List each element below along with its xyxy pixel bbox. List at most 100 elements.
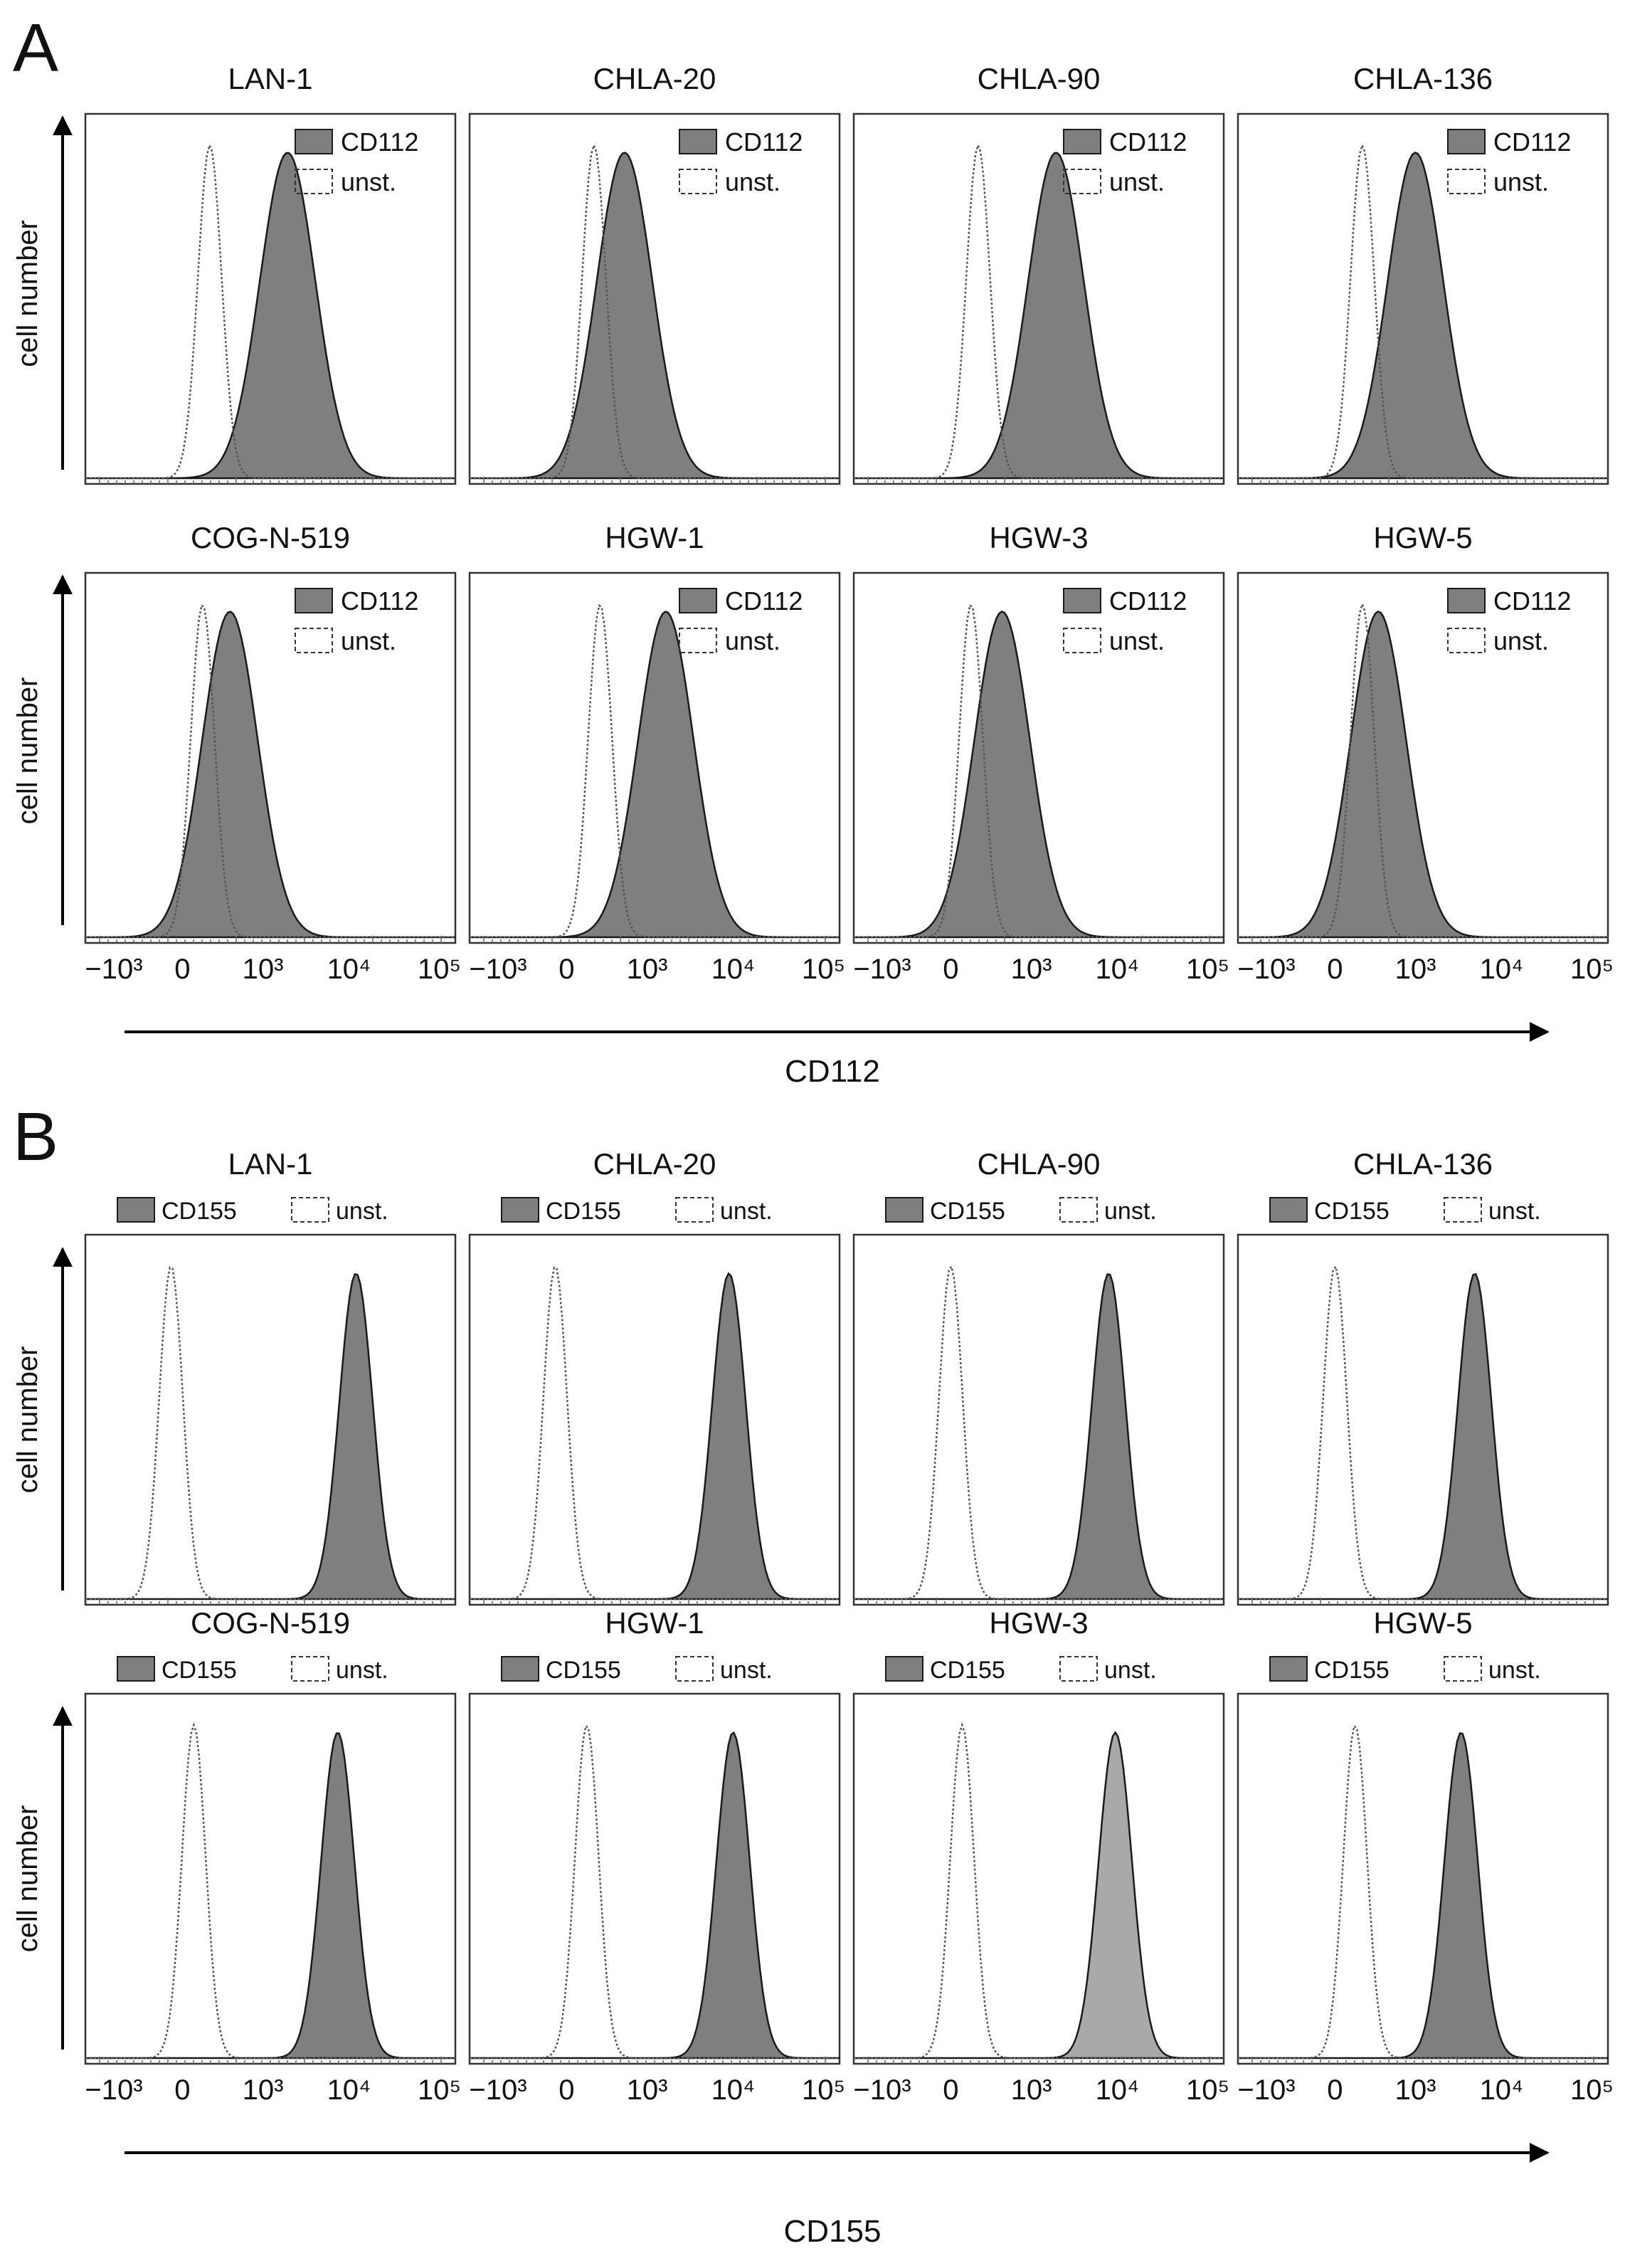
x-tick-label: 10⁵: [802, 2074, 845, 2106]
x-tick-label: 10³: [243, 954, 284, 985]
stained-histogram: [854, 1273, 1224, 1600]
unstained-histogram: [470, 1266, 840, 1600]
unstained-histogram: [470, 142, 840, 480]
legend: CD112 unst.: [679, 586, 803, 655]
plot-title: HGW-3: [989, 521, 1088, 554]
y-axis-label: cell number: [12, 677, 43, 825]
legend-swatch-unstained: [295, 628, 333, 653]
legend: CD112 unst.: [295, 127, 418, 196]
plot-title: CHLA-20: [593, 1147, 716, 1181]
stained-histogram: [470, 611, 840, 939]
legend-swatch-unstained: [679, 169, 717, 194]
x-tick-label: 10³: [1011, 954, 1052, 985]
legend-swatch-unstained: [1059, 1197, 1098, 1223]
x-tick-label: 10³: [1395, 2074, 1436, 2106]
legend-label-unstained: unst.: [720, 1657, 773, 1684]
x-tick-label: 10⁵: [418, 2074, 461, 2106]
legend-label-stained: CD112: [1109, 586, 1187, 616]
legend-label-unstained: unst.: [720, 1198, 773, 1225]
legend: CD155 unst.: [117, 1197, 388, 1225]
x-tick-label: 10⁴: [711, 954, 756, 985]
x-tick-label: 10⁵: [1186, 954, 1229, 985]
plot-frame: [1237, 1233, 1609, 1606]
unstained-histogram: [854, 142, 1224, 480]
plot-title: HGW-1: [605, 521, 704, 554]
legend-swatch-stained: [1063, 588, 1101, 613]
legend-swatch-unstained: [295, 169, 333, 194]
legend-swatch-unstained: [675, 1656, 714, 1682]
histogram-plot-chla-90: CHLA-90 CD155 unst.: [852, 1147, 1225, 1606]
x-tick-label: −10³: [853, 2074, 911, 2106]
legend-label-unstained: unst.: [341, 167, 396, 196]
legend-swatch-stained: [1269, 1656, 1308, 1682]
legend-label-unstained: unst.: [1488, 1198, 1541, 1225]
legend: CD155 unst.: [885, 1197, 1157, 1225]
legend-swatch-stained: [1269, 1197, 1308, 1223]
stained-histogram: [1238, 610, 1608, 939]
x-tick-label: −10³: [85, 2074, 142, 2106]
legend: CD155 unst.: [501, 1656, 773, 1684]
legend-swatch-stained: [295, 129, 333, 154]
plot-frame: [84, 1692, 457, 2065]
legend-label-unstained: unst.: [336, 1657, 388, 1684]
legend-label-stained: CD112: [725, 127, 803, 157]
legend-label-unstained: unst.: [1104, 1657, 1157, 1684]
unstained-histogram: [854, 1264, 1224, 1600]
legend-swatch-unstained: [1447, 628, 1486, 653]
x-tick-label: 0: [1327, 954, 1343, 985]
plot-title: COG-N-519: [191, 1606, 350, 1640]
legend: CD155 unst.: [117, 1656, 388, 1684]
plot-title: HGW-1: [605, 1606, 704, 1640]
stained-histogram: [854, 610, 1224, 939]
legend-label-stained: CD112: [341, 586, 418, 616]
stained-histogram: [470, 1731, 840, 2059]
legend-label-unstained: unst.: [1488, 1657, 1541, 1684]
legend-swatch-unstained: [679, 628, 717, 653]
plot-frame: [468, 1233, 841, 1606]
legend: CD155 unst.: [1269, 1197, 1541, 1225]
plot-title: CHLA-90: [978, 1147, 1101, 1181]
legend-label-unstained: unst.: [341, 626, 396, 655]
plot-title: CHLA-90: [978, 62, 1101, 95]
histogram-plot-chla-136: CHLA-136 CD155 unst.: [1237, 1147, 1609, 1606]
y-axis-label: cell number: [12, 1346, 43, 1494]
histogram-plot-hgw-3: HGW-3 CD112 unst. −10³ 0 10³ 10⁴ 10⁵: [852, 521, 1229, 985]
plot-frame: [468, 1692, 841, 2065]
plot-title: CHLA-136: [1353, 1147, 1493, 1181]
unstained-histogram: [854, 1721, 1224, 2059]
legend: CD112 unst.: [1063, 127, 1187, 196]
stained-histogram: [85, 1272, 455, 1600]
legend-swatch-stained: [117, 1197, 155, 1223]
stained-histogram: [85, 1732, 455, 2059]
unstained-histogram: [85, 1721, 455, 2059]
legend-label-stained: CD155: [1314, 1198, 1390, 1225]
x-tick-label: 10⁵: [1186, 2074, 1229, 2106]
x-tick-label: 0: [559, 2074, 574, 2106]
legend: CD155 unst.: [1269, 1656, 1541, 1684]
stained-histogram: [854, 1731, 1224, 2059]
legend-label-stained: CD112: [725, 586, 803, 616]
legend-swatch-unstained: [1444, 1656, 1482, 1682]
x-tick-label: 10⁴: [1096, 954, 1140, 985]
legend-label-stained: CD155: [930, 1198, 1005, 1225]
x-tick-label: 10⁴: [327, 954, 371, 985]
histogram-plot-hgw-5: HGW-5 CD112 unst. −10³ 0 10³ 10⁴ 10⁵: [1237, 521, 1614, 985]
unstained-histogram: [1238, 1724, 1608, 2059]
legend-swatch-unstained: [291, 1656, 329, 1682]
unstained-histogram: [85, 603, 455, 939]
x-tick-label: −10³: [469, 2074, 526, 2106]
legend-label-unstained: unst.: [725, 167, 780, 196]
x-tick-label: −10³: [469, 954, 526, 985]
plot-title: CHLA-136: [1353, 62, 1493, 95]
histogram-plot-lan-1: LAN-1 CD155 unst.: [84, 1147, 457, 1606]
x-tick-label: −10³: [1237, 954, 1295, 985]
x-tick-label: 10³: [627, 954, 668, 985]
legend-label-unstained: unst.: [1493, 167, 1549, 196]
x-tick-label: 10⁴: [327, 2074, 371, 2106]
legend: CD155 unst.: [501, 1197, 773, 1225]
histogram-plot-chla-20: CHLA-20 CD112 unst.: [468, 62, 841, 485]
panel-letter-b: B: [13, 1099, 58, 1175]
legend-swatch-stained: [501, 1197, 539, 1223]
stained-histogram: [470, 152, 840, 480]
